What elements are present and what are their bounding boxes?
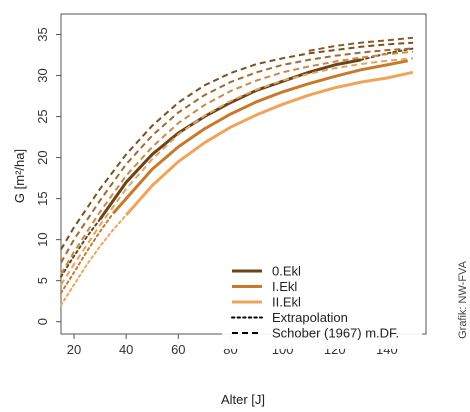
legend-label-0: 0.Ekl bbox=[272, 264, 301, 279]
y-axis: 0 5 10 15 20 25 30 35 bbox=[35, 27, 61, 325]
x-axis-title: Alter [J] bbox=[221, 392, 265, 407]
credit-text: Grafik: NW-FVA bbox=[457, 260, 469, 338]
y-tick-label-2: 10 bbox=[35, 232, 50, 246]
plot-area bbox=[60, 36, 414, 307]
y-tick-label-5: 25 bbox=[35, 109, 50, 123]
y-tick-label-4: 20 bbox=[35, 150, 50, 164]
series-line-6 bbox=[60, 214, 128, 307]
series-line-9 bbox=[60, 50, 414, 275]
y-tick-label-1: 5 bbox=[35, 277, 50, 284]
legend-label-3: Extrapolation bbox=[272, 310, 348, 325]
series-line-4 bbox=[60, 212, 115, 294]
legend-label-1: I.Ekl bbox=[272, 279, 297, 294]
legend-label-2: II.Ekl bbox=[272, 295, 301, 310]
y-axis-title: G [m²/ha] bbox=[12, 149, 27, 203]
series-line-0 bbox=[98, 58, 362, 220]
series-line-2 bbox=[359, 47, 414, 61]
series-line-5 bbox=[125, 70, 414, 216]
series-line-8 bbox=[60, 47, 414, 264]
x-tick-label-2: 60 bbox=[171, 342, 185, 357]
x-tick-label-0: 20 bbox=[67, 342, 81, 357]
series-line-10 bbox=[60, 57, 414, 286]
legend-label-4: Schober (1967) m.DF. bbox=[272, 326, 399, 341]
series-line-11 bbox=[308, 36, 414, 52]
y-tick-label-7: 35 bbox=[35, 27, 50, 41]
series-line-1 bbox=[60, 218, 102, 278]
y-tick-label-3: 15 bbox=[35, 191, 50, 205]
series-line-7 bbox=[60, 41, 414, 251]
series-line-3 bbox=[111, 59, 409, 215]
y-tick-label-0: 0 bbox=[35, 318, 50, 325]
y-tick-label-6: 30 bbox=[35, 68, 50, 82]
x-tick-label-1: 40 bbox=[119, 342, 133, 357]
